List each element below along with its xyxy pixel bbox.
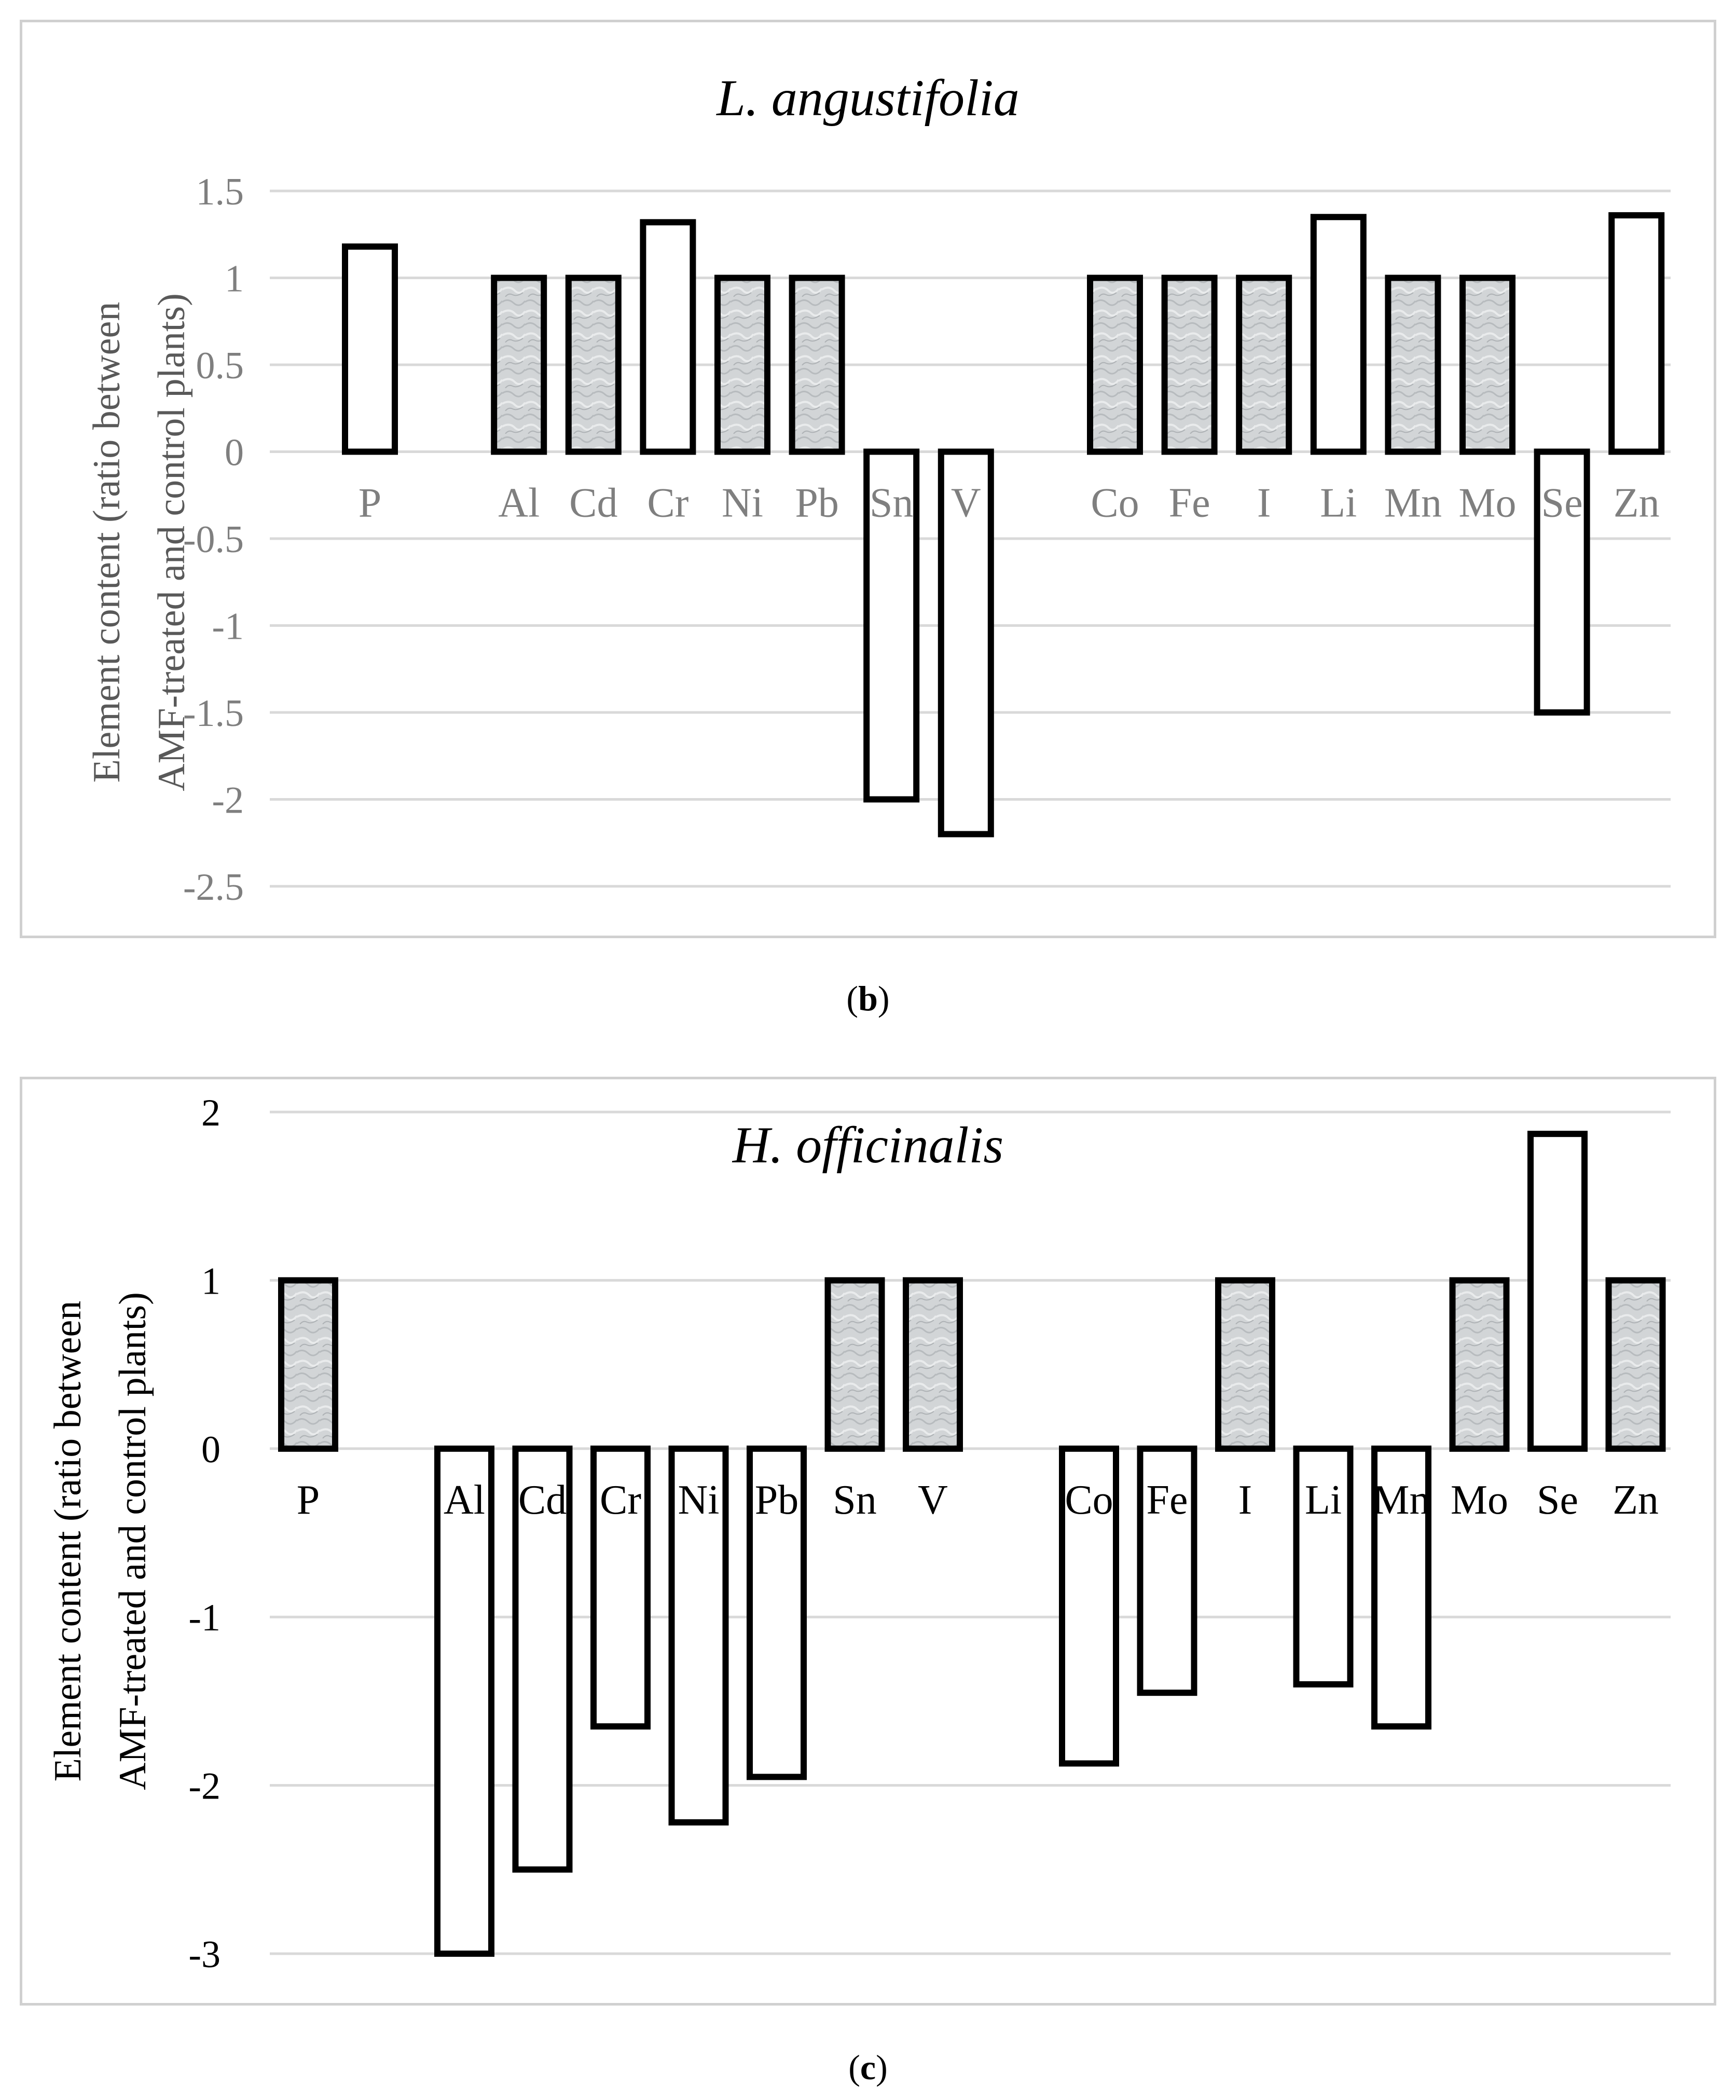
caption-letter-c: c: [860, 2048, 876, 2087]
chart-title-c: H. officinalis: [732, 1116, 1003, 1174]
figure-caption-b: (b): [846, 979, 890, 1018]
bar-mo: [1459, 274, 1515, 455]
category-label-v: V: [951, 481, 981, 526]
bar-fe: [1161, 274, 1218, 455]
category-label-fe: Fe: [1169, 481, 1210, 526]
category-label-co: Co: [1091, 481, 1139, 526]
category-label-co: Co: [1065, 1477, 1113, 1523]
category-label-se: Se: [1541, 481, 1583, 526]
category-label-p: P: [297, 1477, 320, 1523]
bar-cd: [512, 1445, 573, 1873]
figure-caption-c: (c): [848, 2048, 888, 2087]
bar-al: [491, 274, 547, 455]
category-label-mn: Mn: [1372, 1477, 1430, 1523]
category-label-pb: Pb: [795, 481, 839, 526]
bar-se: [1527, 1131, 1588, 1452]
caption-letter-b: b: [858, 979, 878, 1018]
y-tick-label: 2: [201, 1092, 221, 1134]
bar-pb: [789, 274, 845, 455]
bar-li: [1310, 214, 1367, 455]
category-label-i: I: [1238, 1477, 1252, 1523]
y-tick-label: -3: [188, 1933, 221, 1976]
bar-cr: [640, 219, 696, 455]
y-tick-label: -1.5: [183, 692, 244, 735]
y-axis-label-c-line2: AMF-treated and control plants): [112, 1292, 154, 1790]
bar-li: [1293, 1445, 1354, 1687]
y-tick-label: 1: [225, 258, 244, 300]
category-label-al: Al: [444, 1477, 485, 1523]
bar-al: [434, 1445, 494, 1957]
category-label-zn: Zn: [1614, 481, 1660, 526]
bar-fe: [1137, 1445, 1197, 1696]
y-axis-label-c-line1: Element content (ratio between: [47, 1301, 89, 1782]
category-label-fe: Fe: [1147, 1477, 1188, 1523]
category-label-al: Al: [498, 481, 540, 526]
bar-ni: [714, 274, 770, 455]
bar-i: [1215, 1277, 1275, 1452]
chart-title-b: L. angustifolia: [715, 69, 1019, 127]
bar-p: [342, 243, 398, 455]
bar-se: [1534, 448, 1590, 716]
bar-pb: [747, 1445, 807, 1780]
y-tick-label: -1: [188, 1597, 221, 1639]
category-label-pb: Pb: [755, 1477, 799, 1523]
category-label-v: V: [918, 1477, 948, 1523]
category-label-mn: Mn: [1384, 481, 1442, 526]
chart-frame-b: [20, 20, 1716, 938]
bar-co: [1087, 274, 1143, 455]
category-label-p: P: [359, 481, 382, 526]
category-label-cr: Cr: [647, 481, 688, 526]
y-tick-label: -2.5: [183, 866, 244, 909]
y-tick-label: -2: [212, 779, 244, 822]
category-label-se: Se: [1537, 1477, 1578, 1523]
bar-v: [903, 1277, 963, 1452]
bar-sn: [824, 1277, 885, 1452]
y-axis-label-b-line2: AMF-treated and control plants): [150, 293, 193, 791]
bar-cr: [590, 1445, 651, 1730]
y-tick-label: -1: [212, 606, 244, 648]
bar-v: [938, 448, 994, 838]
category-label-li: Li: [1305, 1477, 1342, 1523]
category-label-sn: Sn: [870, 481, 914, 526]
bar-co: [1059, 1445, 1119, 1767]
category-label-ni: Ni: [678, 1477, 720, 1523]
y-tick-label: 1: [201, 1260, 221, 1302]
bar-p: [278, 1277, 338, 1452]
category-label-cd: Cd: [569, 481, 617, 526]
y-tick-label: 1.5: [196, 171, 244, 213]
category-label-cd: Cd: [518, 1477, 567, 1523]
y-tick-label: -2: [188, 1765, 221, 1808]
bar-zn: [1605, 1277, 1666, 1452]
category-label-sn: Sn: [833, 1477, 877, 1523]
category-label-i: I: [1257, 481, 1271, 526]
category-label-li: Li: [1320, 481, 1357, 526]
bar-sn: [863, 448, 920, 803]
chart-c: H. officinalis Element content (ratio be…: [47, 1092, 1671, 1976]
y-tick-label: 0: [225, 432, 244, 474]
chart-b: L. angustifolia Element content (ratio b…: [86, 69, 1671, 909]
category-label-zn: Zn: [1613, 1477, 1659, 1523]
category-label-cr: Cr: [600, 1477, 641, 1523]
bar-i: [1236, 274, 1292, 455]
y-tick-label: 0: [201, 1429, 221, 1471]
bar-mn: [1371, 1445, 1431, 1730]
y-tick-label: -0.5: [183, 518, 244, 561]
bar-cd: [565, 274, 622, 455]
bar-ni: [668, 1445, 729, 1826]
bar-mo: [1449, 1277, 1510, 1452]
category-label-mo: Mo: [1451, 1477, 1508, 1523]
y-axis-label-b-line1: Element content (ratio between: [86, 302, 128, 783]
bar-zn: [1608, 212, 1665, 455]
bar-mn: [1385, 274, 1441, 455]
category-label-mo: Mo: [1458, 481, 1516, 526]
category-label-ni: Ni: [722, 481, 763, 526]
chart-frame-c: [20, 1077, 1716, 2006]
y-tick-label: 0.5: [196, 345, 244, 387]
